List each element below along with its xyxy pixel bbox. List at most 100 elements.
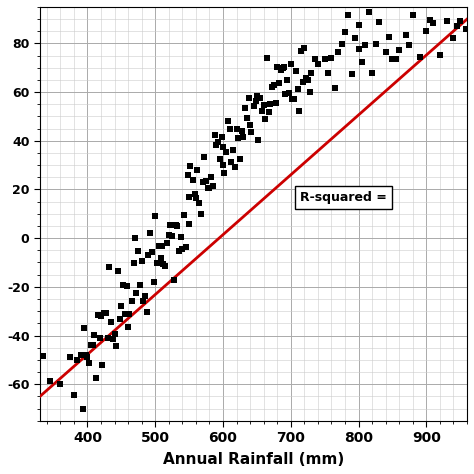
Point <box>130 259 137 267</box>
Point <box>395 46 403 54</box>
Point <box>245 94 253 101</box>
Point <box>225 118 232 125</box>
Point <box>123 283 130 290</box>
Point <box>429 19 437 27</box>
Point <box>91 332 98 339</box>
Point <box>185 220 193 228</box>
Point <box>307 69 315 77</box>
Point <box>166 221 174 228</box>
Point <box>89 342 97 349</box>
Point <box>460 0 467 1</box>
Point <box>250 102 257 109</box>
Point <box>108 318 115 326</box>
Point <box>362 41 369 49</box>
Point <box>328 54 335 62</box>
Point <box>173 222 181 230</box>
Point <box>189 176 196 183</box>
Point <box>219 143 227 151</box>
Point <box>355 21 363 28</box>
Point <box>295 107 303 114</box>
Point <box>450 35 457 42</box>
Point <box>456 17 464 24</box>
Point <box>139 298 147 305</box>
Point <box>252 97 259 105</box>
Point <box>239 134 247 141</box>
Point <box>341 28 349 36</box>
Point <box>143 309 151 316</box>
Point <box>436 51 444 58</box>
Point <box>148 248 155 256</box>
Point <box>112 342 120 350</box>
Point <box>409 11 417 19</box>
Point <box>160 260 167 267</box>
Point <box>219 162 227 169</box>
Point <box>280 64 288 71</box>
Point <box>114 267 122 275</box>
Point <box>99 362 106 369</box>
Point <box>406 41 413 49</box>
Point <box>270 81 278 89</box>
Point <box>345 11 352 19</box>
Point <box>324 70 332 77</box>
Point <box>246 122 254 129</box>
Point <box>177 233 185 241</box>
Point <box>338 41 346 48</box>
Point <box>46 377 54 385</box>
Point <box>138 257 146 265</box>
Point <box>314 61 322 68</box>
Point <box>226 125 234 133</box>
Point <box>268 83 275 91</box>
Point <box>192 194 200 201</box>
Point <box>355 45 363 53</box>
Point <box>297 47 305 55</box>
Point <box>392 55 400 63</box>
Point <box>118 302 125 310</box>
Point <box>385 33 393 41</box>
Point <box>389 55 396 63</box>
X-axis label: Annual Rainfall (mm): Annual Rainfall (mm) <box>163 452 344 467</box>
Point <box>306 88 314 96</box>
Point <box>286 89 293 96</box>
Point <box>151 212 159 219</box>
Point <box>82 352 90 359</box>
Point <box>275 79 283 86</box>
Point <box>216 155 223 163</box>
Point <box>97 312 105 319</box>
Point <box>103 309 110 317</box>
Point <box>368 69 376 76</box>
Point <box>272 100 280 107</box>
Point <box>191 190 198 197</box>
Point <box>150 279 158 286</box>
Point <box>335 48 342 56</box>
Point <box>126 310 133 318</box>
Point <box>331 84 338 92</box>
Point <box>311 55 319 62</box>
Point <box>56 380 64 387</box>
Point <box>443 17 450 25</box>
Point <box>209 182 217 190</box>
Point <box>185 193 193 201</box>
Point <box>199 178 207 185</box>
Point <box>168 232 176 239</box>
Point <box>105 263 113 271</box>
Point <box>204 184 212 192</box>
Point <box>402 31 410 39</box>
Point <box>87 341 95 349</box>
Point <box>426 16 434 24</box>
Point <box>79 405 86 412</box>
Point <box>116 316 124 323</box>
Point <box>207 173 215 181</box>
Point <box>92 374 100 382</box>
Point <box>234 134 242 142</box>
Point <box>301 45 308 52</box>
Point <box>348 70 356 78</box>
Point <box>155 242 163 250</box>
Point <box>73 356 81 364</box>
Point <box>141 292 149 300</box>
Point <box>146 229 154 237</box>
Point <box>96 334 103 342</box>
Point <box>220 170 228 177</box>
Point <box>265 108 273 116</box>
Point <box>187 163 194 170</box>
Point <box>100 310 108 317</box>
